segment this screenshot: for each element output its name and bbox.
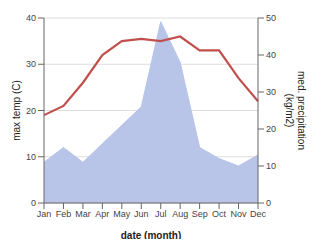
svg-text:0: 0 bbox=[31, 198, 36, 208]
svg-text:Nov: Nov bbox=[231, 209, 248, 219]
svg-text:Feb: Feb bbox=[56, 209, 72, 219]
svg-text:40: 40 bbox=[266, 50, 276, 60]
svg-text:med. precipitation(kg/m2): med. precipitation(kg/m2) bbox=[284, 71, 307, 150]
svg-text:50: 50 bbox=[266, 13, 276, 23]
svg-text:20: 20 bbox=[266, 124, 276, 134]
svg-text:Oct: Oct bbox=[212, 209, 227, 219]
svg-text:Jan: Jan bbox=[37, 209, 52, 219]
svg-text:Aug: Aug bbox=[172, 209, 188, 219]
svg-text:Sep: Sep bbox=[192, 209, 208, 219]
svg-text:May: May bbox=[113, 209, 131, 219]
svg-text:0: 0 bbox=[266, 198, 271, 208]
svg-text:Dec: Dec bbox=[250, 209, 267, 219]
svg-text:date (month): date (month) bbox=[121, 230, 182, 239]
svg-text:10: 10 bbox=[26, 152, 36, 162]
svg-text:30: 30 bbox=[266, 87, 276, 97]
svg-text:Mar: Mar bbox=[75, 209, 91, 219]
svg-text:30: 30 bbox=[26, 59, 36, 69]
svg-text:40: 40 bbox=[26, 13, 36, 23]
svg-text:20: 20 bbox=[26, 106, 36, 116]
svg-text:max temp (C): max temp (C) bbox=[11, 80, 22, 141]
svg-text:Jun: Jun bbox=[134, 209, 149, 219]
svg-text:10: 10 bbox=[266, 161, 276, 171]
svg-text:Jul: Jul bbox=[155, 209, 167, 219]
svg-text:Apr: Apr bbox=[95, 209, 109, 219]
